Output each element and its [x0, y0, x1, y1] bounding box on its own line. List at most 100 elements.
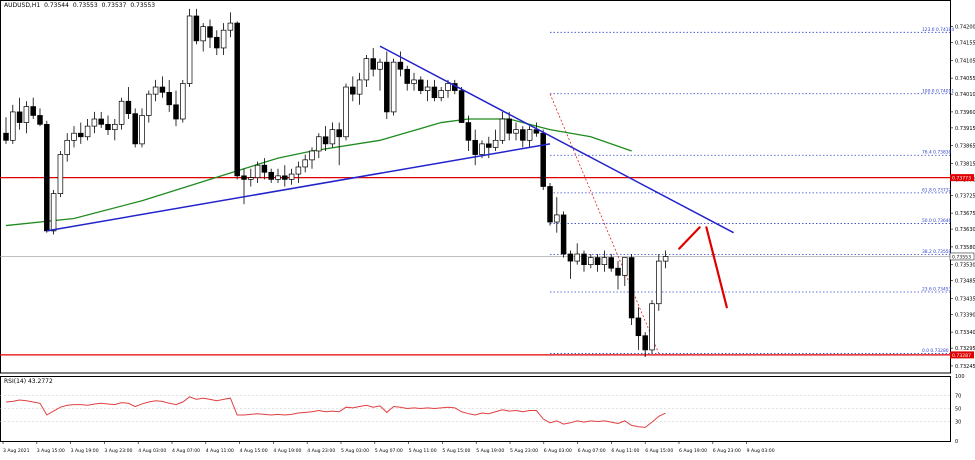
bull-candle-body	[526, 129, 533, 141]
chart-header: AUDUSD,H1 0.73544 0.73553 0.73537 0.7355…	[4, 2, 157, 9]
bull-candle-body	[288, 173, 295, 180]
bear-candle-body	[472, 139, 478, 155]
time-axis-label: 3 Aug 15:00	[37, 448, 65, 454]
bull-candle-body	[71, 132, 77, 141]
bear-candle-body	[193, 15, 200, 42]
time-axis-label: 3 Aug 19:00	[71, 448, 99, 454]
time-axis-label: 5 Aug 19:00	[476, 448, 504, 454]
candle	[418, 76, 424, 95]
time-axis-label: 5 Aug 07:00	[375, 448, 403, 454]
time-axis-label: 5 Aug 23:00	[510, 448, 538, 454]
candle	[628, 253, 635, 326]
bull-candle-body	[227, 22, 234, 31]
bear-candle-body	[350, 86, 356, 95]
bull-candle-body	[649, 303, 655, 351]
bear-candle-body	[37, 115, 43, 125]
candle	[309, 147, 315, 169]
price-axis-label: 0.73435	[955, 296, 975, 302]
bear-candle-body	[520, 129, 526, 141]
bull-candle-body	[112, 123, 118, 131]
bear-candle-body	[397, 61, 404, 70]
bull-candle-body	[316, 136, 322, 152]
candle	[662, 250, 669, 269]
support-price-label: 0.73287	[952, 353, 971, 359]
support-price-tag	[950, 351, 974, 359]
bear-candle-body	[581, 253, 587, 266]
price-axis-label: 0.74010	[955, 92, 975, 98]
bull-candle-body	[445, 83, 451, 91]
bear-candle-body	[159, 86, 166, 93]
rsi-axis-label: 50	[955, 407, 961, 413]
price-axis-label: 0.73580	[955, 245, 975, 251]
candle	[642, 332, 648, 358]
time-axis-label: 3 Aug 2021	[3, 448, 30, 454]
candle	[384, 51, 390, 120]
price-axis-label: 0.73630	[955, 227, 975, 233]
price-axis-label: 0.73815	[955, 161, 975, 167]
candle	[424, 79, 431, 102]
candle	[649, 300, 655, 354]
bear-candle-body	[44, 123, 50, 232]
candle	[377, 58, 383, 91]
bear-candle-body	[268, 171, 274, 180]
price-axis-label: 0.74055	[955, 76, 975, 82]
candle	[581, 250, 587, 272]
price-axis-label: 0.74155	[955, 41, 975, 47]
bear-candle-body	[166, 92, 172, 106]
candle	[411, 72, 417, 91]
bull-candle-body	[343, 86, 349, 138]
fib-level-label: 123.6 0.74184	[922, 27, 954, 33]
fib-level-label: 38.2 0.73559	[922, 249, 952, 255]
bull-candle-body	[424, 86, 431, 91]
projection-arrow	[705, 226, 728, 309]
candle	[370, 47, 376, 77]
candle	[588, 253, 594, 269]
candle	[84, 119, 91, 141]
bear-candle-body	[384, 61, 390, 113]
candle	[350, 76, 356, 102]
candle	[404, 65, 410, 91]
price-axis-label: 0.73245	[955, 364, 975, 370]
time-axis-label: 4 Aug 07:00	[172, 448, 200, 454]
bear-candle-body	[418, 79, 424, 91]
candle	[220, 23, 227, 56]
time-axis-label: 9 Aug 03:00	[747, 448, 775, 454]
candle	[567, 250, 574, 279]
bear-candle-body	[615, 267, 621, 276]
bull-candle-body	[499, 118, 506, 141]
candle	[234, 21, 240, 180]
candle	[574, 243, 580, 265]
time-axis-label: 6 Aug 23:00	[713, 448, 741, 454]
candle	[601, 250, 608, 272]
candle	[526, 126, 533, 148]
bull-candle-body	[57, 154, 64, 194]
time-axis-label: 3 Aug 23:00	[104, 448, 132, 454]
bull-candle-body	[23, 106, 30, 123]
candle	[356, 72, 363, 105]
rsi-pane-frame	[0, 376, 951, 442]
bull-candle-body	[118, 100, 125, 125]
candle	[547, 182, 553, 226]
candle	[322, 126, 329, 151]
bear-candle-body	[560, 214, 567, 255]
candle	[622, 257, 628, 286]
bear-candle-body	[635, 317, 642, 337]
time-axis-label: 6 Aug 03:00	[544, 448, 572, 454]
price-axis-label: 0.73960	[955, 110, 975, 116]
candle	[207, 19, 213, 48]
fib-level-label: 61.8 0.73732	[922, 187, 952, 193]
price-pane-frame	[0, 0, 951, 374]
bear-candle-body	[486, 143, 492, 148]
candle	[200, 23, 206, 52]
candle	[363, 55, 370, 88]
time-axis-label: 4 Aug 23:00	[307, 448, 335, 454]
trendline	[46, 143, 551, 232]
candle	[173, 90, 179, 127]
bull-candle-body	[152, 86, 159, 95]
bear-candle-body	[132, 113, 138, 145]
bull-candle-body	[356, 79, 363, 95]
candle	[608, 253, 614, 272]
candle	[64, 133, 70, 162]
open-value: 0.73544	[44, 2, 69, 9]
candle	[159, 76, 166, 98]
